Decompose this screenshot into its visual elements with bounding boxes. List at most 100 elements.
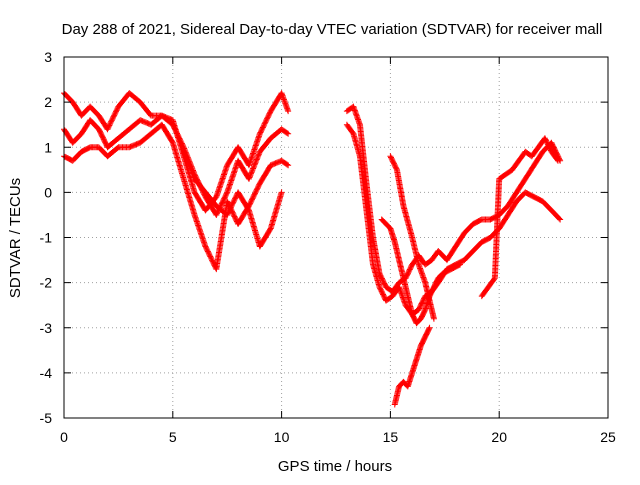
data-point-marker (246, 174, 253, 181)
data-point-marker (225, 209, 232, 216)
data-point-marker (255, 152, 262, 159)
data-point-marker (170, 122, 177, 129)
data-point-marker (554, 156, 561, 163)
data-point-marker (187, 165, 194, 172)
data-point-marker (214, 209, 221, 216)
data-point-marker (224, 198, 231, 205)
grid-layer (64, 57, 608, 418)
data-point-marker (457, 261, 464, 268)
data-point-marker (251, 162, 258, 169)
data-point-marker (264, 114, 271, 121)
data-point-marker (278, 189, 285, 196)
data-point-marker (224, 199, 231, 206)
data-point-marker (230, 198, 237, 205)
data-point-marker (257, 129, 264, 136)
data-series (61, 121, 292, 273)
data-point-marker (232, 215, 239, 222)
data-point-marker (554, 157, 561, 164)
data-point-marker (180, 142, 187, 149)
data-point-marker (203, 244, 210, 251)
data-point-marker (261, 121, 268, 128)
data-point-marker (262, 119, 269, 126)
data-point-marker (108, 118, 115, 125)
data-point-marker (182, 153, 189, 160)
data-point-marker (171, 124, 178, 131)
data-point-marker (262, 118, 269, 125)
data-point-marker (247, 200, 254, 207)
y-tick-label: 3 (44, 49, 52, 65)
data-point-marker (247, 171, 254, 178)
data-point-marker (261, 120, 268, 127)
data-point-marker (246, 173, 253, 180)
x-tick-label: 25 (600, 429, 616, 445)
data-point-marker (182, 152, 189, 159)
data-point-marker (231, 196, 238, 203)
data-point-marker (105, 124, 112, 131)
data-point-marker (183, 156, 190, 163)
data-point-marker (171, 125, 178, 132)
data-point-marker (213, 210, 220, 217)
y-tick-label: 2 (44, 94, 52, 110)
data-point-marker (252, 190, 259, 197)
data-point-marker (221, 195, 228, 202)
data-point-marker (393, 165, 400, 172)
data-point-marker (263, 116, 270, 123)
data-point-marker (265, 111, 272, 118)
y-tick-label: -1 (40, 230, 53, 246)
data-point-marker (285, 130, 292, 137)
data-point-marker (249, 195, 256, 202)
data-point-marker (174, 130, 181, 137)
data-point-marker (556, 215, 563, 222)
data-point-marker (172, 126, 179, 133)
data-point-marker (229, 201, 236, 208)
data-point-marker (245, 175, 252, 182)
y-tick-label: -4 (40, 365, 53, 381)
data-point-marker (206, 252, 213, 259)
data-point-marker (232, 214, 239, 221)
data-point-marker (210, 259, 217, 266)
data-point-marker (250, 164, 257, 171)
data-point-marker (426, 325, 433, 332)
y-tick-label: -2 (40, 275, 53, 291)
data-series (61, 112, 292, 218)
x-tick-label: 20 (491, 429, 507, 445)
data-point-marker (175, 134, 182, 141)
data-point-marker (265, 113, 272, 120)
data-point-marker (213, 211, 220, 218)
data-point-marker (109, 114, 116, 121)
data-point-marker (255, 184, 262, 191)
data-point-marker (207, 254, 214, 261)
data-point-marker (190, 173, 197, 180)
data-point-marker (226, 206, 233, 213)
data-point-marker (248, 197, 255, 204)
data-point-marker (186, 162, 193, 169)
data-point-marker (256, 130, 263, 137)
data-series (180, 148, 285, 250)
data-point-marker (173, 129, 180, 136)
data-point-marker (188, 168, 195, 175)
chart-title: Day 288 of 2021, Sidereal Day-to-day VTE… (62, 21, 603, 38)
data-point-marker (250, 194, 257, 201)
data-point-marker (204, 248, 211, 255)
data-point-marker (254, 153, 261, 160)
data-point-marker (252, 159, 259, 166)
data-point-marker (230, 210, 237, 217)
data-point-marker (218, 200, 225, 207)
data-point-marker (253, 187, 260, 194)
data-point-marker (112, 109, 119, 116)
data-point-marker (249, 168, 256, 175)
data-point-marker (108, 117, 115, 124)
data-point-marker (186, 164, 193, 171)
x-tick-label: 0 (60, 429, 68, 445)
data-series (343, 121, 564, 318)
data-point-marker (248, 196, 255, 203)
data-point-marker (285, 108, 292, 115)
data-point-marker (203, 246, 210, 253)
data-point-marker (557, 216, 564, 223)
data-point-marker (185, 160, 192, 167)
data-point-marker (221, 194, 228, 201)
data-point-marker (113, 107, 120, 114)
data-point-marker (206, 251, 213, 258)
